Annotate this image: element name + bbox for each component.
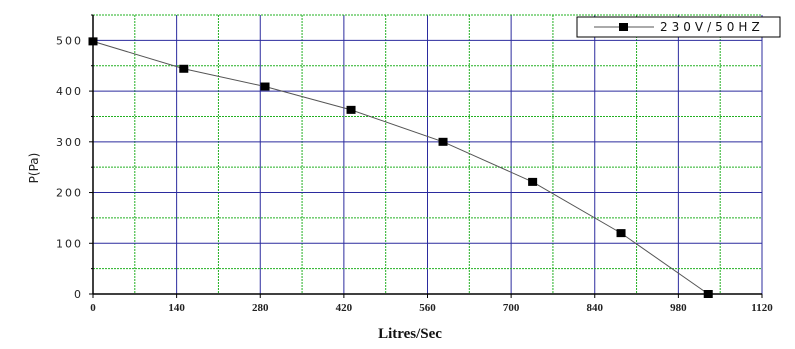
grid [93,14,763,294]
y-axis-label: P(Pa) [27,153,41,184]
x-tick-label: 0 [90,302,96,314]
data-point [528,177,538,186]
data-point [703,290,713,298]
x-tick-label: 1120 [751,302,773,314]
series-line [92,40,709,295]
legend: 230V/50HZ [576,16,781,38]
y-tick-label: 300 [56,136,83,149]
legend-label: 230V/50HZ [660,20,764,34]
series [88,37,713,298]
data-point [260,82,270,91]
x-tick-label: 700 [503,302,520,314]
y-tick-label: 500 [56,34,83,47]
x-tick-label: 560 [419,302,436,314]
data-point [438,137,448,146]
data-point [179,64,189,73]
legend-box [576,16,781,38]
y-tick-label: 200 [56,187,83,200]
x-tick-label: 420 [336,302,353,314]
data-point [346,105,356,114]
x-tick-label: 980 [670,302,687,314]
x-tick-label: 840 [587,302,604,314]
x-tick-label: 280 [252,302,269,314]
data-point [88,37,98,46]
x-axis-label: Litres/Sec [378,326,442,342]
y-tick-label: 100 [56,237,83,250]
ticks: 0 100 200 300 400 500 0 140 280 420 560 700 840 980 11… [56,14,773,314]
y-tick-label: 0 [74,288,83,301]
x-tick-label: 140 [168,302,185,314]
y-tick-label: 400 [56,85,83,98]
legend-marker [619,23,628,31]
data-point [616,229,626,238]
